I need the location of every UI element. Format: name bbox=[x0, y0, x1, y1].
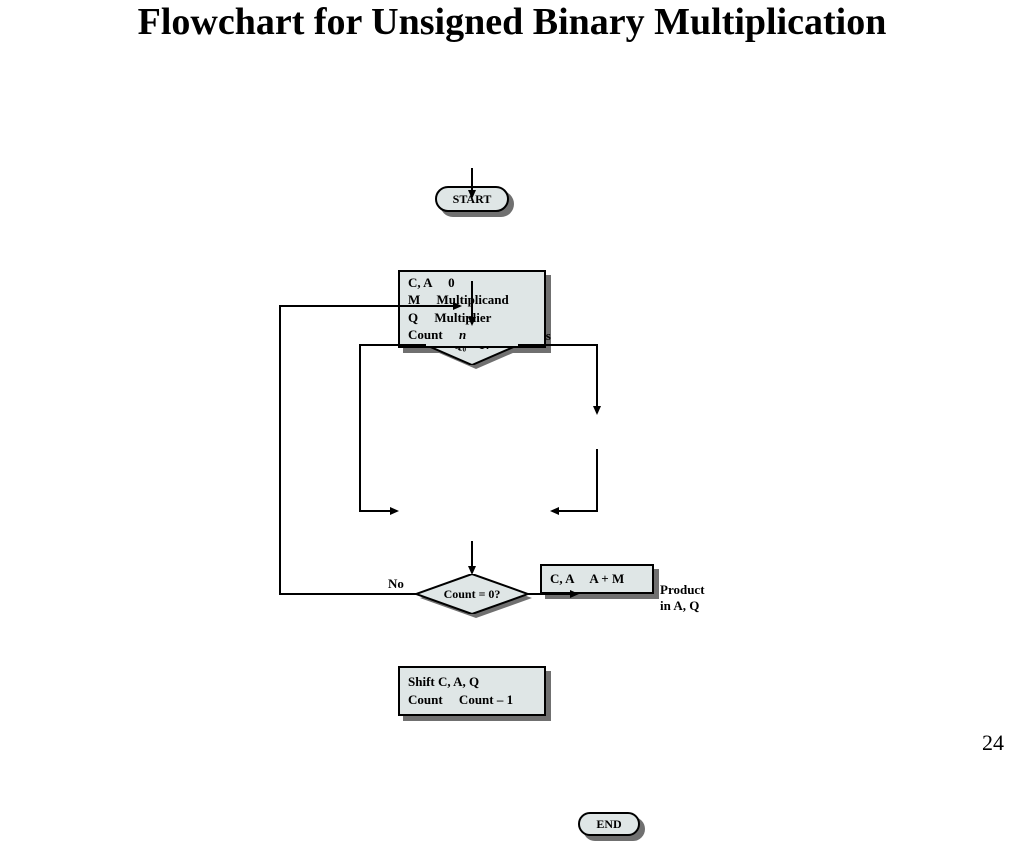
node-end: END bbox=[578, 812, 640, 836]
slide-canvas: Flowchart for Unsigned Binary Multiplica… bbox=[0, 0, 1024, 768]
node-end-label: END bbox=[578, 812, 640, 836]
flowchart-arrows bbox=[0, 0, 1024, 768]
